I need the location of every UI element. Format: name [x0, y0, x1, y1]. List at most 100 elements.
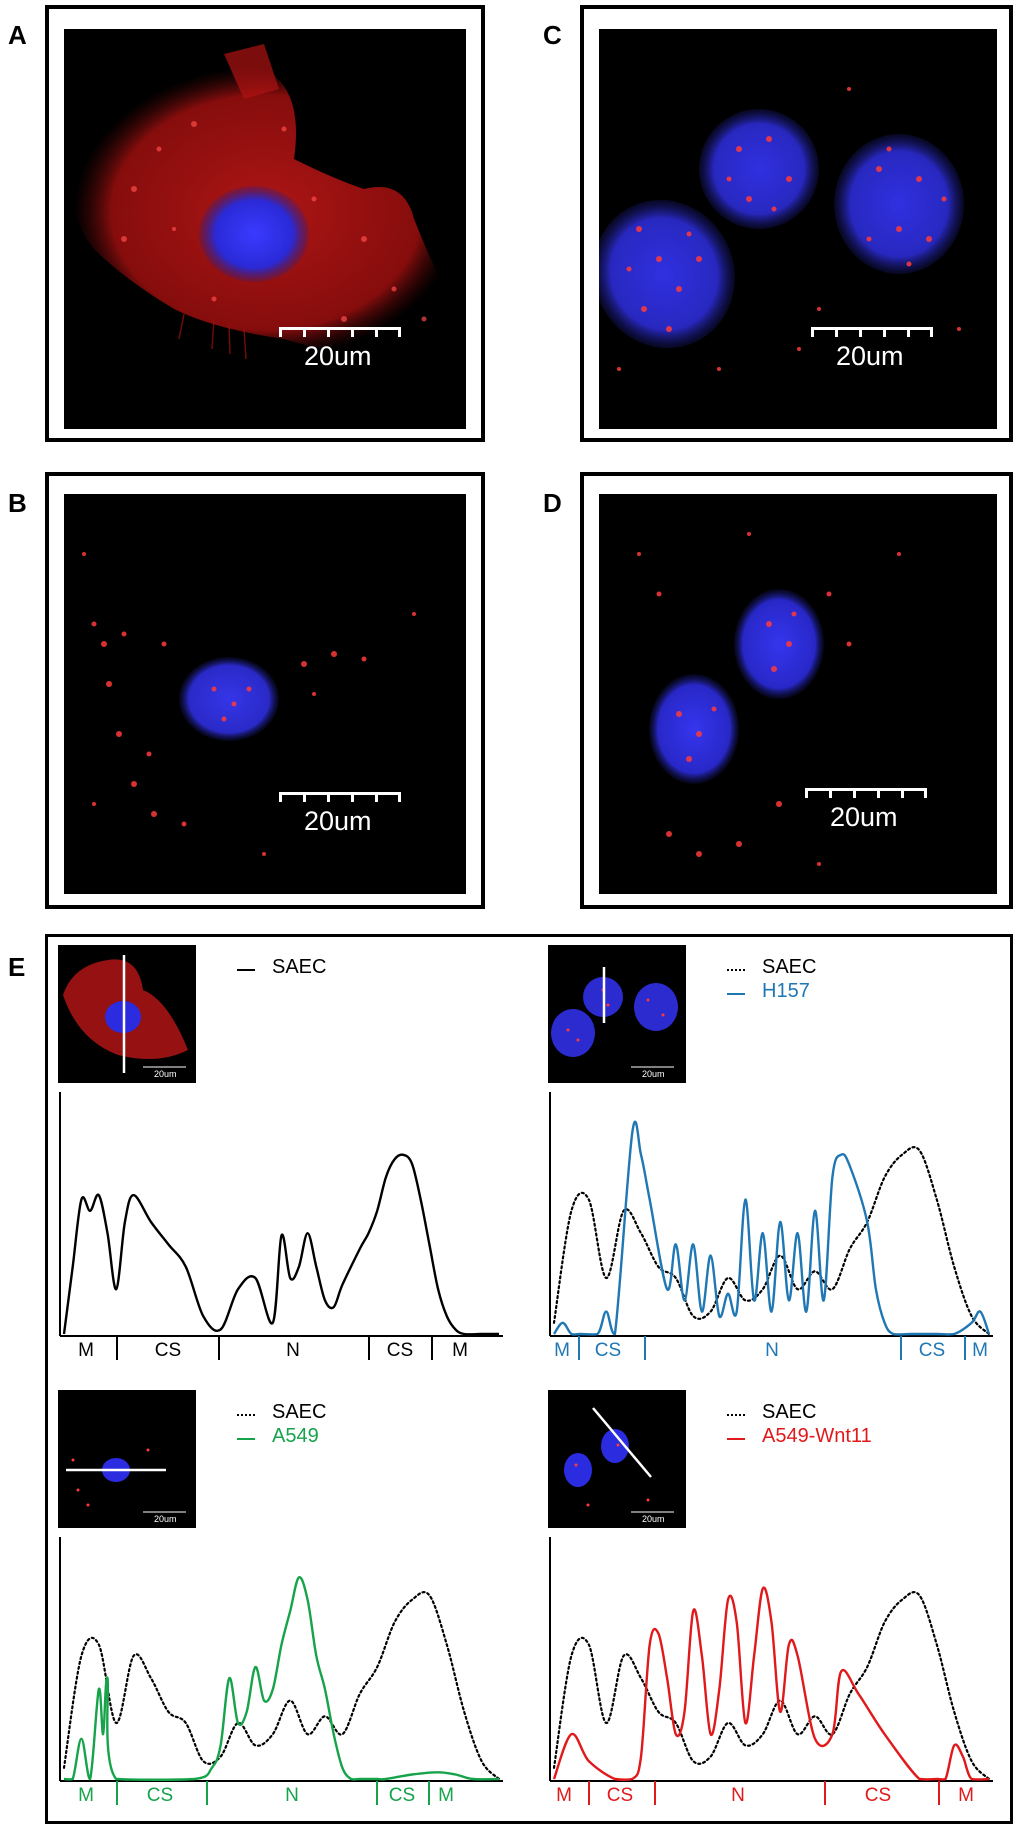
region-p1-m-right: M	[452, 1340, 468, 1361]
series-line-saec	[552, 1146, 991, 1336]
region-p4-m-left: M	[556, 1785, 572, 1806]
legend-p3-a549-label: A549	[272, 1425, 319, 1447]
region-p3-divider-2	[206, 1781, 208, 1805]
series-line-h157	[553, 1120, 991, 1336]
region-p2-m-right: M	[972, 1340, 988, 1361]
panel-b-scale-bar	[279, 792, 401, 806]
legend-p4-a549-wnt11-swatch	[727, 1438, 745, 1440]
region-p1-divider-1	[116, 1336, 118, 1360]
thumb-a549-scale-label: 20um	[154, 1514, 177, 1524]
series-line-a549-wnt11	[552, 1586, 990, 1781]
region-p1-divider-2	[218, 1336, 220, 1360]
legend-p2-h157-swatch	[727, 993, 745, 995]
region-p1-m-left: M	[78, 1340, 94, 1361]
legend-p1-saec-swatch	[237, 969, 255, 971]
thumb-saec: 20um	[58, 945, 196, 1083]
region-p3-m-right: M	[438, 1785, 454, 1806]
panel-letter-d: D	[543, 488, 562, 518]
region-p1-n: N	[286, 1340, 300, 1361]
regions-p4: M CS N CS M	[548, 1781, 998, 1811]
legend-p2-saec-label: SAEC	[762, 956, 817, 978]
series-line-saec	[62, 1591, 501, 1781]
legend-p4-saec-label: SAEC	[762, 1401, 817, 1423]
panel-e-frame	[45, 934, 1013, 1824]
legend-p4-a549-wnt11-label: A549-Wnt11	[762, 1425, 872, 1447]
profile-plot-h157-svg	[549, 1092, 993, 1337]
panel-a-frame: 20um	[45, 5, 485, 442]
panel-c-micrograph: 20um	[599, 29, 997, 429]
panel-b-frame: 20um	[45, 472, 485, 909]
legend-p3-a549-swatch	[237, 1438, 255, 1440]
region-p1-divider-3	[368, 1336, 370, 1360]
thumb-a549-wnt11: 20um	[548, 1390, 686, 1528]
panel-a-micrograph: 20um	[64, 29, 466, 429]
profile-plot-a549-svg	[59, 1537, 503, 1782]
region-p3-cs-left: CS	[146, 1785, 174, 1806]
region-p2-divider-1	[578, 1336, 580, 1360]
panel-a-image	[73, 44, 459, 360]
series-line-a549	[63, 1576, 500, 1781]
panel-d-scale-label: 20um	[830, 802, 898, 832]
region-p2-divider-4	[964, 1336, 966, 1360]
legend-p1-saec-label: SAEC	[272, 956, 327, 978]
legend-p3-saec-label: SAEC	[272, 1401, 327, 1423]
profile-plot-a549-wnt11	[548, 1535, 998, 1795]
panel-a-scale-bar	[279, 327, 401, 341]
legend-p4-saec-swatch	[727, 1414, 745, 1416]
profile-plot-saec-svg	[59, 1092, 503, 1337]
region-p1-cs-right: CS	[386, 1340, 414, 1361]
regions-p2: M CS N CS M	[548, 1336, 998, 1366]
legend-p2-h157-label: H157	[762, 980, 810, 1002]
region-p2-cs-left: CS	[594, 1340, 622, 1361]
panel-d-scale-bar	[805, 788, 927, 802]
region-p2-m-left: M	[554, 1340, 570, 1361]
panel-d-micrograph: 20um	[599, 494, 997, 894]
panel-b-image	[82, 552, 416, 856]
profile-plot-saec	[58, 1090, 508, 1350]
panel-b-micrograph: 20um	[64, 494, 466, 894]
region-p3-n: N	[285, 1785, 299, 1806]
region-p4-m-right: M	[958, 1785, 974, 1806]
region-p2-cs-right: CS	[918, 1340, 946, 1361]
region-p3-divider-1	[116, 1781, 118, 1805]
regions-p3: M CS N CS M	[58, 1781, 508, 1811]
region-p3-m-left: M	[78, 1785, 94, 1806]
panel-a-scale-label: 20um	[304, 341, 372, 371]
region-p1-divider-4	[431, 1336, 433, 1360]
legend-p2-saec-swatch	[727, 969, 745, 971]
profile-plot-h157	[548, 1090, 998, 1350]
region-p3-divider-4	[428, 1781, 430, 1805]
region-p2-divider-2	[644, 1336, 646, 1360]
profile-plot-a549	[58, 1535, 508, 1795]
panel-c-image	[599, 87, 964, 371]
region-p2-divider-3	[900, 1336, 902, 1360]
panel-c-scale-label: 20um	[836, 341, 904, 371]
panel-letter-c: C	[543, 20, 562, 50]
panel-d-image	[637, 532, 901, 866]
thumb-saec-scale-label: 20um	[154, 1069, 177, 1079]
region-p4-divider-3	[824, 1781, 826, 1805]
region-p3-divider-3	[376, 1781, 378, 1805]
thumb-a549: 20um	[58, 1390, 196, 1528]
region-p4-cs-right: CS	[864, 1785, 892, 1806]
regions-p1: M CS N CS M	[58, 1336, 508, 1366]
region-p1-cs-left: CS	[154, 1340, 182, 1361]
series-line-saec	[62, 1153, 499, 1336]
panel-letter-e: E	[8, 952, 26, 982]
region-p4-divider-1	[588, 1781, 590, 1805]
series-line-saec	[552, 1591, 991, 1781]
panel-b-scale-label: 20um	[304, 806, 372, 836]
region-p4-divider-2	[654, 1781, 656, 1805]
region-p4-cs-left: CS	[606, 1785, 634, 1806]
panel-d-frame: 20um	[580, 472, 1013, 909]
region-p3-cs-right: CS	[388, 1785, 416, 1806]
region-p4-n: N	[731, 1785, 745, 1806]
thumb-h157-scale-label: 20um	[642, 1069, 665, 1079]
panel-c-frame: 20um	[580, 5, 1013, 442]
thumb-a549-wnt11-scale-label: 20um	[642, 1514, 665, 1524]
region-p2-n: N	[765, 1340, 779, 1361]
profile-plot-a549-wnt11-svg	[549, 1537, 993, 1782]
thumb-h157: 20um	[548, 945, 686, 1083]
panel-letter-b: B	[8, 488, 27, 518]
legend-p3-saec-swatch	[237, 1414, 255, 1416]
